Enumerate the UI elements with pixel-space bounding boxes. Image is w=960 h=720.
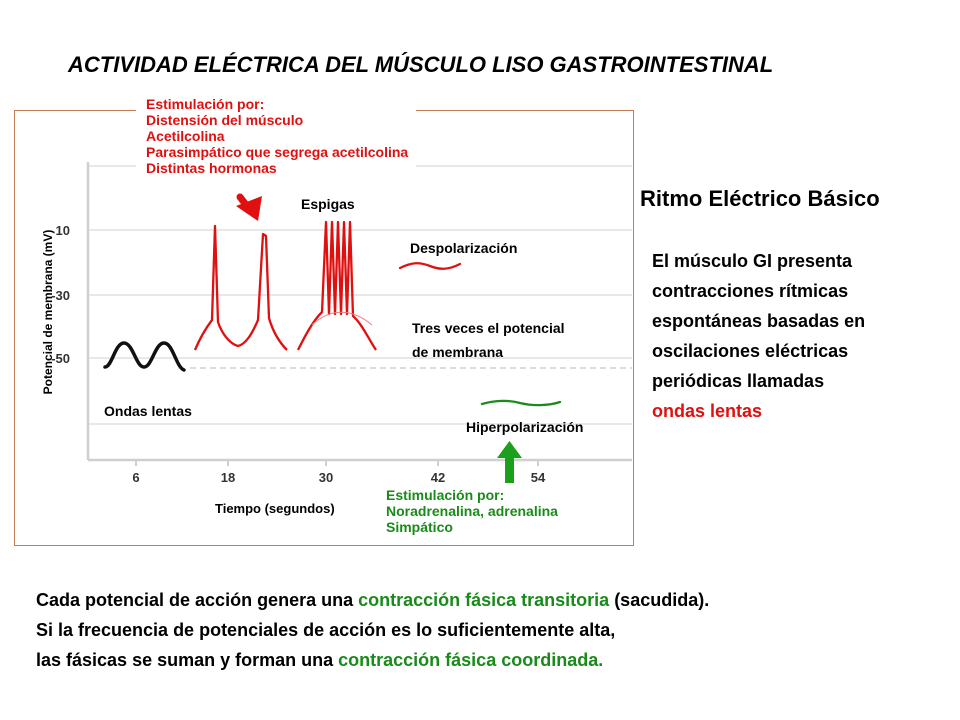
x-tick-label: 42	[431, 470, 445, 485]
label-tres-veces-1: Tres veces el potencial	[412, 320, 565, 336]
stimulation-excitatory: Estimulación por: Distensión del músculo…	[136, 96, 417, 176]
x-tick-label: 30	[319, 470, 333, 485]
text-segment: (sacudida).	[609, 590, 710, 610]
text-segment: las fásicas se suman y forman una	[36, 650, 339, 670]
y-axis-label: Potencial de membrana (mV)	[41, 229, 55, 395]
bottom-line-3: las fásicas se suman y forman una contra…	[36, 645, 709, 675]
x-axis-label: Tiempo (segundos)	[215, 501, 335, 516]
stim-item: Simpático	[386, 519, 453, 535]
label-hiperpolarizacion: Hiperpolarización	[466, 419, 584, 435]
x-tick-label: 54	[531, 470, 546, 485]
stim-item: Distintas hormonas	[146, 160, 277, 176]
ber-line: El músculo GI presenta	[652, 251, 853, 271]
ber-line: espontáneas basadas en	[652, 311, 866, 331]
arrow-down-icon	[236, 193, 262, 221]
y-tick-label: -50	[51, 351, 70, 366]
label-ondas-lentas: Ondas lentas	[104, 403, 192, 419]
plateau-envelope	[311, 311, 373, 326]
label-despolarizacion: Despolarización	[410, 240, 518, 256]
highlight-phasic-transient: contracción fásica transitoria	[358, 590, 610, 610]
ber-highlight: ondas lentas	[652, 401, 763, 421]
x-tick-label: 6	[132, 470, 139, 485]
stim-heading: Estimulación por:	[386, 487, 505, 503]
spike-trace-1	[193, 224, 288, 351]
ber-line: oscilaciones eléctricas	[652, 341, 849, 361]
depolarization-wave	[398, 262, 462, 270]
stimulation-inhibitory: Estimulación por: Noradrenalina, adrenal…	[386, 487, 558, 535]
spike-trace-2	[296, 220, 377, 351]
bottom-line-2: Si la frecuencia de potenciales de acció…	[36, 620, 616, 640]
label-tres-veces-2: de membrana	[412, 344, 504, 360]
highlight-phasic-coordinated: contracción fásica coordinada.	[338, 650, 604, 670]
slow-wave-trace	[103, 341, 186, 372]
ber-description: El músculo GI presenta contracciones rít…	[652, 246, 865, 426]
text-segment: Cada potencial de acción genera una	[36, 590, 359, 610]
label-espigas: Espigas	[301, 196, 355, 212]
ber-line: contracciones rítmicas	[652, 281, 849, 301]
y-tick-label: -30	[51, 288, 70, 303]
stim-item: Distensión del músculo	[146, 112, 304, 128]
y-tick-label: 10	[56, 223, 70, 238]
x-tick-marks	[135, 460, 539, 466]
grid-lines	[88, 165, 632, 425]
bottom-line-1: Cada potencial de acción genera una cont…	[36, 585, 709, 615]
page-title: ACTIVIDAD ELÉCTRICA DEL MÚSCULO LISO GAS…	[68, 52, 774, 77]
hyperpolarization-wave	[480, 399, 562, 407]
ber-title: Ritmo Eléctrico Básico	[640, 186, 880, 211]
stim-item: Noradrenalina, adrenalina	[386, 503, 558, 519]
arrow-up-icon	[497, 441, 522, 483]
stim-item: Acetilcolina	[146, 128, 225, 144]
ber-line: periódicas llamadas	[652, 371, 825, 391]
x-tick-label: 18	[221, 470, 235, 485]
bottom-paragraph: Cada potencial de acción genera una cont…	[36, 585, 709, 675]
stim-item: Parasimpático que segrega acetilcolina	[146, 144, 409, 160]
stim-heading: Estimulación por:	[146, 96, 265, 112]
